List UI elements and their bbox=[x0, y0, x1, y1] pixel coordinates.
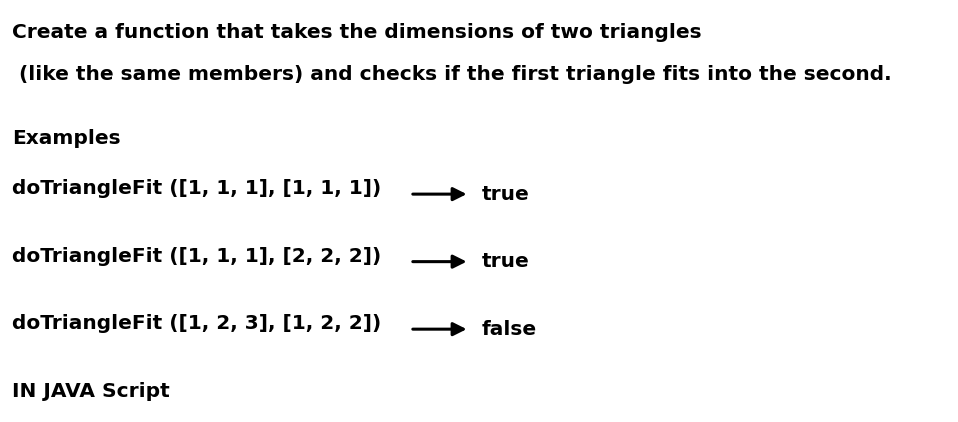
Text: doTriangleFit ([1, 2, 3], [1, 2, 2]): doTriangleFit ([1, 2, 3], [1, 2, 2]) bbox=[12, 314, 381, 333]
Text: true: true bbox=[482, 252, 530, 271]
Text: Examples: Examples bbox=[12, 129, 121, 148]
Text: false: false bbox=[482, 319, 537, 339]
Text: IN JAVA Script: IN JAVA Script bbox=[12, 382, 171, 401]
Text: doTriangleFit ([1, 1, 1], [1, 1, 1]): doTriangleFit ([1, 1, 1], [1, 1, 1]) bbox=[12, 179, 381, 198]
Text: true: true bbox=[482, 184, 530, 204]
Text: Create a function that takes the dimensions of two triangles: Create a function that takes the dimensi… bbox=[12, 23, 702, 42]
Text: doTriangleFit ([1, 1, 1], [2, 2, 2]): doTriangleFit ([1, 1, 1], [2, 2, 2]) bbox=[12, 247, 381, 266]
Text: (like the same members) and checks if the first triangle fits into the second.: (like the same members) and checks if th… bbox=[12, 65, 892, 84]
